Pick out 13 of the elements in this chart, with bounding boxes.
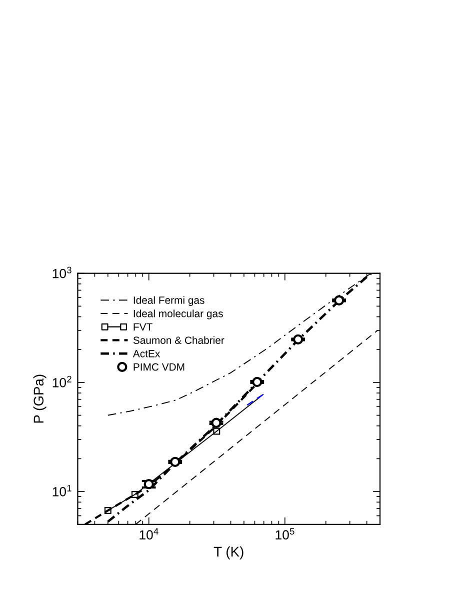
legend-label: Saumon & Chabrier bbox=[133, 336, 224, 344]
x-tick-label: 10$^{4}$ bbox=[140, 528, 158, 540]
y-axis-title: P (GPa) bbox=[33, 374, 46, 423]
x-axis-title: T (K) bbox=[214, 546, 244, 560]
legend-label: Ideal molecular gas bbox=[134, 310, 223, 320]
legend-label: PIMC VDM bbox=[134, 363, 184, 371]
legend-label: FVT bbox=[134, 323, 152, 331]
y-tick-label: 10$^{1}$ bbox=[52, 484, 72, 496]
y-tick-label: 10$^{2}$ bbox=[52, 376, 72, 388]
x-tick-label: 10$^{5}$ bbox=[276, 528, 294, 540]
y-tick-label: 10$^{3}$ bbox=[52, 266, 72, 278]
legend-label: ActEx bbox=[132, 350, 160, 358]
legend-label: Ideal Fermi gas bbox=[134, 296, 204, 306]
